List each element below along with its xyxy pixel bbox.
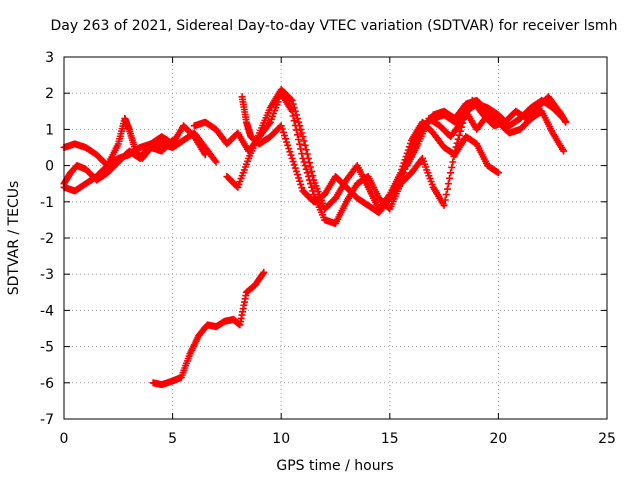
y-tick-label: -4 — [40, 303, 54, 319]
series-arc-8 — [403, 93, 570, 170]
y-tick-label: -7 — [40, 412, 54, 428]
x-tick-label: 20 — [489, 431, 507, 447]
y-tick-label: -6 — [40, 376, 54, 392]
chart-title: Day 263 of 2021, Sidereal Day-to-day VTE… — [51, 18, 618, 34]
x-tick-label: 10 — [272, 431, 290, 447]
data-series — [60, 86, 570, 389]
y-tick-label: -1 — [40, 195, 54, 211]
x-tick-label: 5 — [168, 431, 177, 447]
y-tick-label: -2 — [40, 231, 54, 247]
series-arc-9 — [149, 268, 268, 389]
y-tick-labels: -7 -6 -5 -4 -3 -2 -1 0 1 2 3 — [40, 50, 54, 428]
y-tick-label: -3 — [40, 267, 54, 283]
axis-ticks — [63, 56, 608, 420]
plus-markers — [149, 268, 268, 389]
y-tick-label: -5 — [40, 340, 54, 356]
y-tick-label: 0 — [45, 159, 54, 175]
y-tick-label: 3 — [45, 50, 54, 66]
y-tick-label: 2 — [45, 86, 54, 102]
x-tick-label: 0 — [60, 431, 69, 447]
x-axis-label: GPS time / hours — [276, 458, 393, 474]
x-tick-label: 15 — [381, 431, 399, 447]
y-tick-label: 1 — [45, 122, 54, 138]
y-axis-label: SDTVAR / TECUs — [6, 181, 22, 296]
x-tick-label: 25 — [598, 431, 616, 447]
x-tick-labels: 0 5 10 15 20 25 — [60, 431, 616, 447]
plus-markers — [403, 93, 570, 170]
